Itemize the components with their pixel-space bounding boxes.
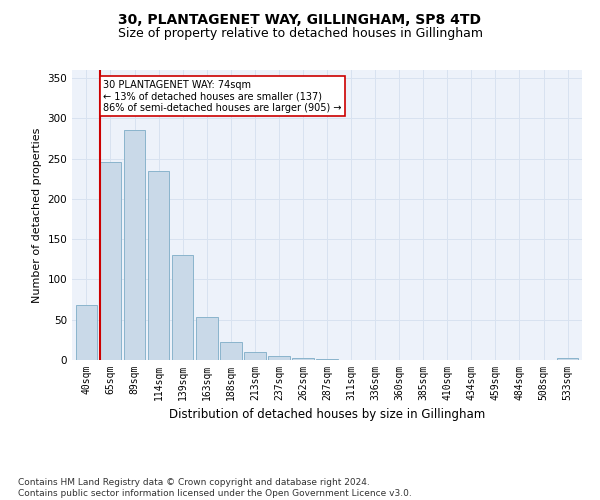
Bar	[124, 130, 145, 360]
Bar	[196, 318, 218, 360]
Text: 30, PLANTAGENET WAY, GILLINGHAM, SP8 4TD: 30, PLANTAGENET WAY, GILLINGHAM, SP8 4TD	[119, 12, 482, 26]
Text: 30 PLANTAGENET WAY: 74sqm
← 13% of detached houses are smaller (137)
86% of semi: 30 PLANTAGENET WAY: 74sqm ← 13% of detac…	[103, 80, 342, 113]
Text: Contains HM Land Registry data © Crown copyright and database right 2024.
Contai: Contains HM Land Registry data © Crown c…	[18, 478, 412, 498]
Text: Size of property relative to detached houses in Gillingham: Size of property relative to detached ho…	[118, 28, 482, 40]
Bar	[316, 359, 338, 360]
X-axis label: Distribution of detached houses by size in Gillingham: Distribution of detached houses by size …	[169, 408, 485, 422]
Bar	[220, 342, 242, 360]
Y-axis label: Number of detached properties: Number of detached properties	[32, 128, 42, 302]
Bar	[172, 256, 193, 360]
Bar	[244, 352, 266, 360]
Bar	[557, 358, 578, 360]
Bar	[148, 170, 169, 360]
Bar	[268, 356, 290, 360]
Bar	[100, 162, 121, 360]
Bar	[292, 358, 314, 360]
Bar	[76, 305, 97, 360]
